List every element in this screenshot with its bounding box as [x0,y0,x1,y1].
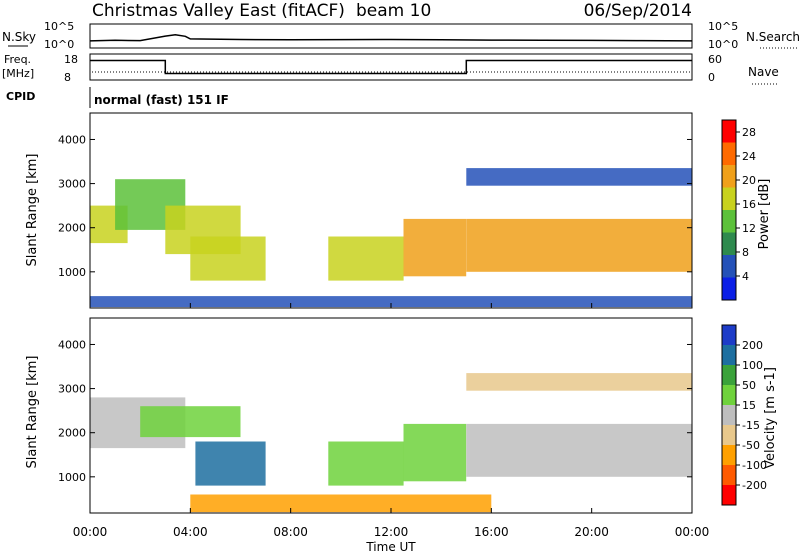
time-tick-label: 20:00 [574,525,609,539]
time-tick-label: 12:00 [374,525,409,539]
echo-region-7 [190,494,492,513]
nsearch-label: N.Search [746,30,800,44]
colorbar-tick-label: 28 [742,126,756,139]
colorbar-tick-label: -15 [742,419,760,432]
y-tick-label: 1000 [58,471,86,484]
colorbar-segment [722,425,736,445]
colorbar-tick-label: 24 [742,150,756,163]
colorbar-segment [722,345,736,365]
nsky-tick-bottom: 10^0 [44,38,74,51]
nave-tick-top: 60 [708,53,722,66]
colorbar-tick-label: 12 [742,222,756,235]
echo-region-4 [403,423,467,482]
freq-label-line2: [MHz] [2,67,34,80]
colorbar-frame [721,324,737,506]
colorbar-tick-label: 50 [742,379,756,392]
plot-title: Christmas Valley East (fitACF) [92,1,345,21]
velocity-heatmap [90,373,693,513]
time-tick-label: 04:00 [173,525,208,539]
y-tick-label: 3000 [58,178,86,191]
colorbar-segment [722,325,736,345]
colorbar-segment [722,385,736,405]
nsky-line [89,33,693,42]
freq-panel [89,53,693,81]
cpid-text: normal (fast) 151 IF [94,93,229,107]
colorbar-segment [722,277,736,300]
velocity-colorbar-label: Velocity [m s-1] [763,367,778,469]
nsky-panel [89,23,693,49]
y-tick-label: 1000 [58,266,86,279]
time-tick-label: 00:00 [73,525,108,539]
colorbar-segment [722,210,736,233]
beam-label: beam 10 [356,1,431,21]
time-axis-label: Time UT [365,540,416,554]
nave-tick-bottom: 0 [708,71,715,84]
nsearch-tick-top: 10^5 [708,20,738,33]
time-axis: 00:00 04:00 08:00 12:00 16:00 20:00 00:00 [73,303,710,539]
colorbar-segment [722,232,736,255]
y-tick-label: 3000 [58,383,86,396]
echo-region-7 [466,168,693,186]
freq-label-line1: Freq. [4,53,31,66]
echo-region-1 [140,406,241,438]
echo-region-5 [466,423,693,477]
power-heatmap [90,168,693,308]
time-tick-label: 00:00 [675,525,710,539]
colorbar-tick-label: 8 [742,246,749,259]
echo-region-5 [403,218,467,277]
time-tick-label: 16:00 [474,525,509,539]
colorbar-tick-label: -200 [742,479,767,492]
plot-date: 06/Sep/2014 [584,1,692,21]
colorbar-segment [722,187,736,210]
y-tick-label: 4000 [58,133,86,146]
colorbar-tick-label: 4 [742,270,749,283]
colorbar-tick-label: 15 [742,399,756,412]
velocity-y-axis-label: Slant Range [km] [25,356,40,469]
nsky-series [89,33,693,42]
nsearch-tick-bottom: 10^0 [708,38,738,51]
colorbar-tick-label: 200 [742,339,763,352]
velocity-y-axis: 1000 2000 3000 4000 [58,338,692,484]
nsky-label: N.Sky [2,30,36,44]
nsky-tick-top: 10^5 [44,20,74,33]
nave-label: Nave [748,65,779,79]
echo-region-2 [195,441,266,486]
freq-tick-top: 18 [64,53,78,66]
colorbar-segment [722,255,736,278]
echo-region-3 [190,236,266,281]
power-colorbar-label: Power [dB] [757,179,772,250]
colorbar-segment [722,120,736,143]
echo-region-4 [328,236,404,281]
colorbar-tick-label: 20 [742,174,756,187]
echo-region-8 [90,296,692,308]
colorbar-tick-label: 100 [742,359,763,372]
freq-tick-bottom: 8 [64,71,71,84]
colorbar-segment [722,142,736,165]
colorbar-segment [722,365,736,385]
colorbar-tick-label: -100 [742,459,767,472]
colorbar-tick-label: -50 [742,439,760,452]
echo-region-3 [328,441,404,486]
freq-line [90,59,692,75]
colorbar-segment [722,445,736,465]
time-tick-label: 08:00 [273,525,308,539]
colorbar-segment [722,485,736,505]
colorbar-tick-label: 16 [742,198,756,211]
colorbar-segment [722,405,736,425]
y-tick-label: 2000 [58,427,86,440]
colorbar-segment [722,165,736,188]
y-tick-label: 2000 [58,222,86,235]
freq-series [90,59,692,75]
colorbar-segment [722,465,736,485]
power-colorbar: 4 8 12 16 20 24 28 [721,119,756,301]
power-y-axis: 1000 2000 3000 4000 [58,133,692,279]
velocity-colorbar: 200 100 50 15 -15 -50 -100 -200 [721,324,767,506]
cpid-label: CPID [6,90,35,103]
power-y-axis-label: Slant Range [km] [25,154,40,267]
colorbar-frame [721,119,737,301]
echo-region-6 [466,373,693,391]
echo-region-6 [466,218,693,272]
y-tick-label: 4000 [58,338,86,351]
